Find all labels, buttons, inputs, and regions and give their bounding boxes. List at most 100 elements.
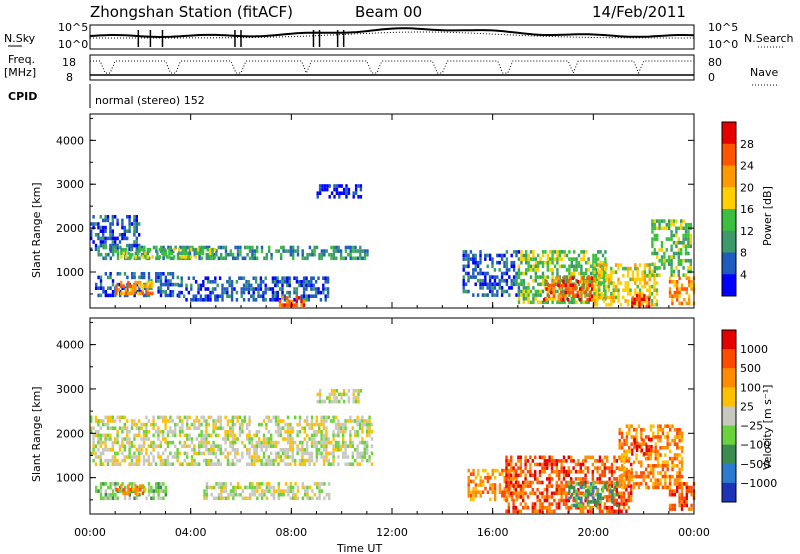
heatmap-cell [229, 430, 232, 434]
heatmap-cell [145, 437, 148, 441]
heatmap-cell [666, 464, 669, 468]
heatmap-cell [90, 236, 93, 241]
heatmap-cell [635, 428, 638, 432]
heatmap-cell [152, 433, 155, 438]
heatmap-cell [580, 496, 583, 501]
heatmap-cell [270, 451, 273, 456]
heatmap-cell [231, 433, 234, 438]
heatmap-cell [145, 451, 148, 456]
heatmap-cell [676, 428, 679, 432]
heatmap-cell [212, 422, 215, 427]
heatmap-cell [653, 222, 656, 227]
heatmap-cell [94, 430, 98, 434]
heatmap-cell [601, 462, 604, 467]
heatmap-cell [648, 266, 651, 271]
heatmap-cell [567, 491, 570, 496]
heatmap-cell [604, 293, 607, 297]
heatmap-cell [553, 509, 556, 514]
heatmap-cell [270, 440, 273, 445]
heatmap-cell [99, 419, 102, 423]
heatmap-cell [288, 299, 291, 304]
heatmap-cell [597, 500, 600, 504]
heatmap-cell [171, 430, 174, 434]
heatmap-cell [546, 459, 549, 463]
heatmap-cell [626, 302, 630, 307]
heatmap-cell [505, 271, 509, 276]
heatmap-cell [614, 284, 618, 289]
heatmap-cell [568, 293, 571, 297]
heatmap-cell [328, 482, 331, 486]
heatmap-cell [634, 292, 637, 296]
heatmap-cell [349, 440, 352, 445]
heatmap-cell [642, 474, 645, 479]
heatmap-cell [587, 257, 590, 261]
heatmap-cell [675, 251, 678, 256]
heatmap-cell [577, 487, 580, 492]
heatmap-cell [111, 492, 115, 497]
heatmap-cell [573, 268, 576, 272]
heatmap-cell [253, 433, 256, 438]
heatmap-cell [476, 278, 480, 283]
heatmap-cell [599, 260, 602, 265]
heatmap-cell [610, 274, 613, 278]
heatmap-cell [690, 489, 693, 493]
heatmap-cell [484, 275, 487, 279]
heatmap-cell [594, 492, 597, 497]
heatmap-cell [651, 230, 654, 234]
heatmap-cell [229, 249, 232, 253]
heatmap-cell [606, 455, 609, 460]
heatmap-cell [582, 250, 585, 254]
heatmap-cell [116, 415, 119, 420]
heatmap-cell [618, 505, 621, 510]
heatmap-cell [636, 270, 639, 274]
heatmap-cell [598, 288, 601, 292]
heatmap-cell [664, 471, 667, 475]
heatmap-cell [469, 497, 473, 502]
heatmap-cell [300, 294, 303, 298]
heatmap-cell [507, 509, 510, 514]
heatmap-cell [337, 430, 340, 434]
heatmap-cell [481, 468, 485, 473]
heatmap-cell [584, 484, 587, 488]
heatmap-cell [147, 272, 151, 276]
heatmap-cell [664, 474, 667, 479]
heatmap-cell [500, 253, 504, 258]
heatmap-cell [366, 422, 369, 427]
heatmap-cell [680, 222, 683, 227]
heatmap-cell [651, 251, 654, 256]
heatmap-cell [213, 255, 217, 259]
heatmap-cell [366, 430, 369, 434]
heatmap-cell [147, 430, 150, 434]
heatmap-cell [222, 496, 225, 501]
heatmap-cell [671, 424, 674, 428]
heatmap-cell [102, 440, 105, 445]
heatmap-cell [618, 474, 621, 479]
heatmap-cell [587, 260, 590, 265]
heatmap-cell [541, 466, 544, 470]
heatmap-cell [672, 219, 676, 223]
heatmap-cell [318, 252, 321, 257]
heatmap-cell [625, 453, 629, 457]
heatmap-cell [652, 431, 655, 436]
heatmap-cell [648, 292, 651, 296]
freq-tick-top: 18 [62, 56, 76, 69]
heatmap-cell [151, 291, 154, 296]
heatmap-cell [236, 485, 240, 490]
heatmap-cell [99, 240, 102, 244]
heatmap-cell [467, 468, 470, 473]
heatmap-cell [568, 257, 571, 261]
heatmap-cell [306, 415, 309, 420]
heatmap-cell [262, 280, 265, 284]
heatmap-cell [205, 485, 209, 490]
heatmap-cell [655, 299, 659, 303]
heatmap-cell [600, 281, 603, 285]
heatmap-cell [215, 482, 218, 486]
heatmap-cell [171, 282, 175, 287]
heatmap-cell [141, 484, 144, 488]
heatmap-cell [354, 187, 358, 192]
heatmap-cell [205, 419, 208, 423]
heatmap-cell [635, 471, 638, 475]
heatmap-cell [265, 256, 268, 261]
heatmap-cell [255, 440, 258, 445]
heatmap-cell [124, 252, 127, 257]
